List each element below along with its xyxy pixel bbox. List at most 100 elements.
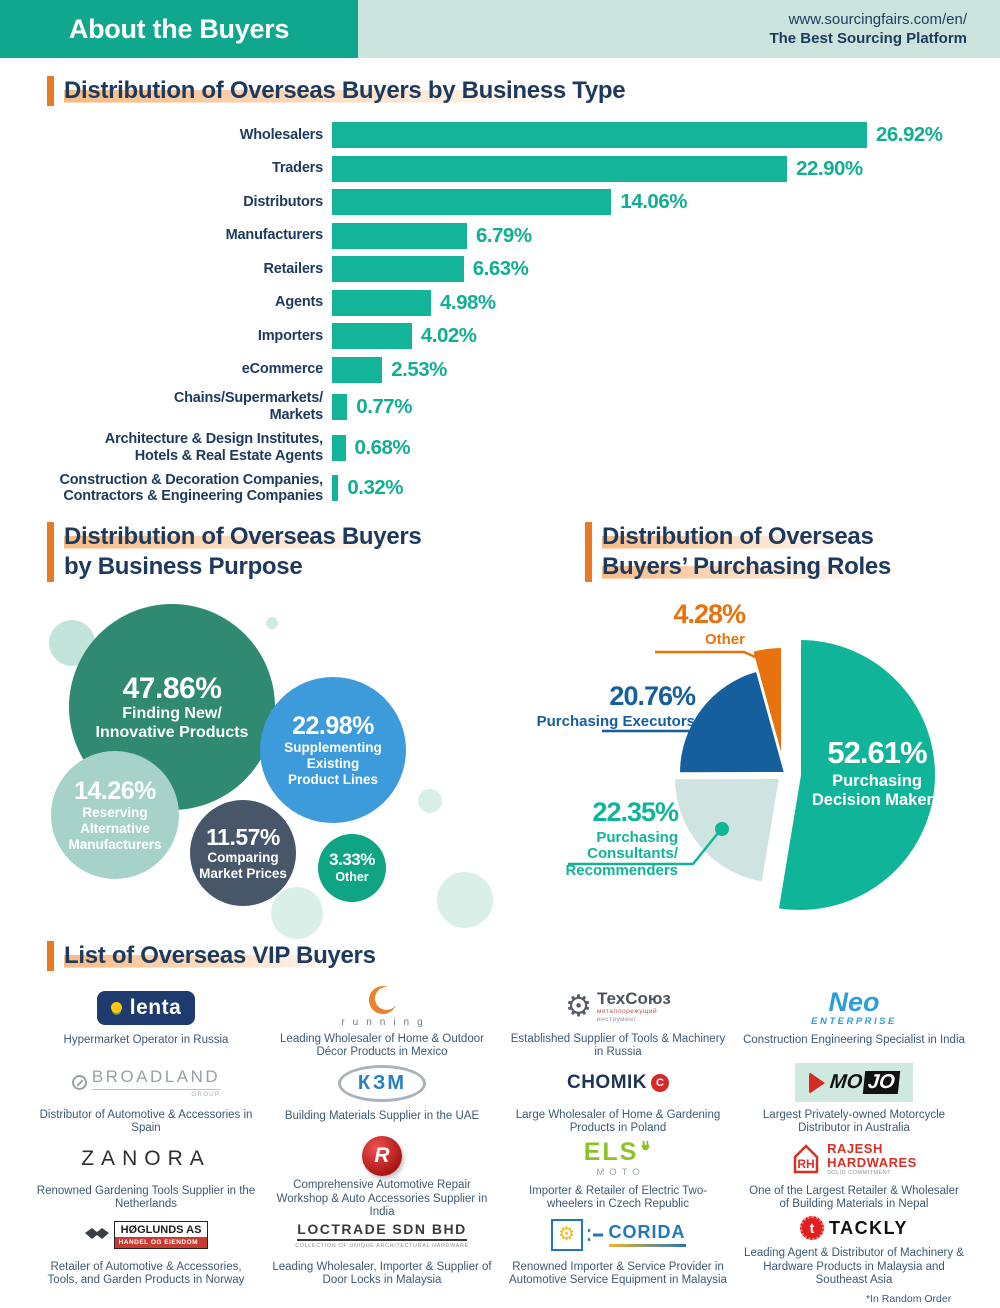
pie-slice-purchasing-executors — [677, 669, 787, 775]
section-title-purchasing-roles: Distribution of Overseas Buyers’ Purchas… — [585, 522, 905, 582]
running-logo: running — [333, 984, 430, 1030]
section-title-business-purpose: Distribution of Overseas Buyers by Busin… — [47, 522, 436, 582]
bubble-value-label: 22.98% — [292, 711, 374, 740]
pie-label-decision-makers: 52.61% Purchasing Decision Makers — [811, 735, 943, 809]
bubble-supplementing-existing-product-lines: 22.98% Supplementing Existing Product Lin… — [260, 677, 406, 823]
bubble-name-label: Other — [335, 870, 369, 885]
bar-value-label: 4.98% — [439, 290, 496, 314]
bar-category-label: Distributors — [243, 193, 323, 210]
vip-buyer-caption: Retailer of Automotive & Accessories, To… — [47, 1260, 245, 1287]
loctrade-logo: LOCTRADE SDN BHD COLLECTION OF UNIQUE AR… — [295, 1220, 469, 1249]
bar-row: Traders 22.90% — [40, 155, 943, 182]
pie-leader-line — [568, 832, 719, 866]
bubble-reserving-alternative-manufacturers: 14.26% Reserving Alternative Manufacturer… — [51, 751, 179, 879]
bar-row: Wholesalers 26.92% — [40, 122, 943, 148]
vip-buyer-card: ZANORA Renowned Gardening Tools Supplier… — [28, 1136, 264, 1212]
tackly-badge-icon: t — [799, 1216, 824, 1241]
bar-category-label: Chains/Supermarkets/ Markets — [173, 390, 323, 423]
wrench-icon — [587, 1228, 603, 1241]
lenta-flower-icon — [110, 1002, 122, 1013]
bar-row: Chains/Supermarkets/ Markets 0.77% — [40, 390, 943, 423]
vip-buyer-card: R Comprehensive Automotive Repair Worksh… — [264, 1136, 500, 1218]
bar-value-label: 2.53% — [391, 357, 447, 381]
house-icon: RH — [793, 1144, 819, 1174]
bubble-other: 3.33% Other — [318, 834, 386, 902]
vip-buyer-caption: Hypermarket Operator in Russia — [63, 1034, 229, 1046]
bar — [332, 475, 339, 502]
vip-buyer-card: Neo ENTERPRISE Construction Engineering … — [736, 984, 972, 1060]
bar-row: Agents 4.98% — [40, 289, 943, 316]
vip-buyer-card: lenta Hypermarket Operator in Russia — [28, 984, 264, 1060]
pie-label-consultants: 22.35% Purchasing Consultants/ Recommend… — [565, 797, 679, 880]
section-title-vip-buyers: List of Overseas VIP Buyers — [47, 941, 390, 971]
bar-row: Manufacturers 6.79% — [40, 222, 943, 249]
bar — [332, 323, 412, 349]
bar-value-label: 0.68% — [354, 435, 411, 459]
vip-buyer-caption: One of the Largest Retailer & Wholesaler… — [749, 1184, 959, 1211]
bar — [332, 289, 431, 316]
bar — [332, 434, 346, 461]
header-title-block: About the Buyers — [0, 0, 358, 58]
pie-slice-other — [751, 645, 783, 760]
pie-slice-purchasing-decision-makers — [776, 637, 937, 912]
site-url[interactable]: www.sourcingfairs.com/en/ — [788, 10, 967, 28]
bar-row: Construction & Decoration Companies, Con… — [40, 472, 943, 505]
random-order-footnote: *In Random Order — [866, 1293, 952, 1305]
vip-buyer-caption: Renowned Importer & Service Provider in … — [509, 1260, 727, 1287]
bar-row: Architecture & Design Institutes, Hotels… — [40, 431, 943, 464]
mojo-logo: MO JO — [795, 1060, 913, 1106]
vip-buyer-card: LOCTRADE SDN BHD COLLECTION OF UNIQUE AR… — [264, 1212, 500, 1288]
els-moto-logo: ELS MOTO — [584, 1136, 653, 1182]
bar — [332, 356, 383, 383]
chomik-badge-icon: C — [651, 1073, 670, 1092]
vip-buyer-caption: Building Materials Supplier in the UAE — [284, 1110, 480, 1122]
vip-buyer-card: HØGLUNDS AS HANDEL OG EIENDOM Retailer o… — [28, 1212, 264, 1288]
pie-svg — [568, 637, 937, 912]
bar-value-label: 4.02% — [420, 324, 477, 347]
bar — [332, 122, 867, 148]
pie-leader-line — [655, 650, 763, 662]
plug-icon — [642, 1140, 650, 1151]
vip-buyers-grid: lenta Hypermarket Operator in Russia run… — [28, 984, 972, 1288]
vip-buyer-card: running Leading Wholesaler of Home & Out… — [264, 984, 500, 1060]
bar-category-label: Importers — [257, 327, 323, 344]
vip-buyer-caption: Largest Privately-owned Motorcycle Distr… — [762, 1108, 946, 1135]
vip-buyer-card: CHOMIK C Large Wholesaler of Home & Gard… — [500, 1060, 736, 1136]
bar-value-label: 14.06% — [620, 190, 687, 213]
page-title: About the Buyers — [68, 13, 290, 44]
bar-row: Importers 4.02% — [40, 323, 943, 349]
decorative-circle — [418, 789, 442, 813]
r-emblem-logo: R — [362, 1136, 402, 1176]
bubble-value-label: 11.57% — [206, 823, 280, 850]
bar-category-label: eCommerce — [241, 361, 323, 378]
pie-label-other: 4.28% Other — [673, 599, 746, 648]
rajesh-hardwares-logo: RH RAJESH HARDWARES SOLID COMMITMENT — [791, 1136, 917, 1182]
bar-category-label: Construction & Decoration Companies, Con… — [59, 471, 324, 505]
bar-category-label: Traders — [272, 160, 323, 177]
kbm-logo: КЗМ — [337, 1060, 427, 1107]
decorative-circle — [266, 617, 278, 629]
vip-buyer-caption: Comprehensive Automotive Repair Workshop… — [276, 1179, 488, 1219]
hoglunds-logo: HØGLUNDS AS HANDEL OG EIENDOM — [84, 1212, 209, 1258]
vip-buyer-caption: Leading Wholesaler, Importer & Supplier … — [272, 1260, 492, 1287]
vip-buyer-card: ⚙ CORIDA Renowned Importer & Service Pro… — [500, 1212, 736, 1288]
mojo-swoosh-icon — [809, 1071, 826, 1094]
techsoyuz-logo: ⚙ ТехСоюз металлорежущий инструмент — [565, 989, 671, 1023]
bar — [332, 155, 788, 182]
bar-category-label: Retailers — [263, 260, 324, 277]
pie-chart: 4.28% Other 20.76% Purchasing Executors … — [520, 590, 1000, 930]
vip-buyer-caption: Large Wholesaler of Home & Gardening Pro… — [515, 1108, 721, 1135]
bar-row: Distributors 14.06% — [40, 189, 943, 215]
vip-buyer-card: ⚙ ТехСоюз металлорежущий инструмент Esta… — [500, 984, 736, 1060]
compass-icon — [71, 1075, 87, 1091]
gear-icon: ⚙ — [565, 989, 593, 1023]
bar-category-label: Architecture & Design Institutes, Hotels… — [104, 430, 323, 464]
decorative-circle — [271, 887, 323, 939]
bubble-comparing-market-prices: 11.57% Comparing Market Prices — [190, 800, 296, 906]
bar-value-label: 26.92% — [876, 123, 943, 146]
decorative-circle — [437, 872, 493, 928]
vip-buyer-card: КЗМ Building Materials Supplier in the U… — [264, 1060, 500, 1136]
header-band: www.sourcingfairs.com/en/ The Best Sourc… — [358, 0, 1000, 58]
bar-value-label: 6.63% — [472, 257, 529, 280]
pie-leader-dot — [715, 822, 729, 836]
